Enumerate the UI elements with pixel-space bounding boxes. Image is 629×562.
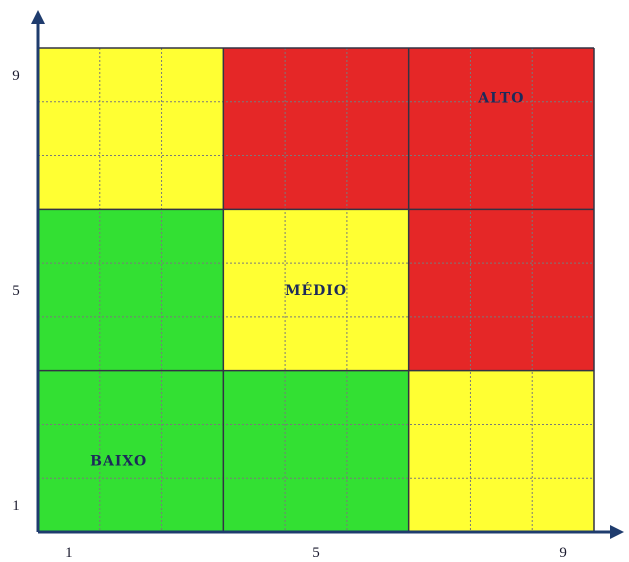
- major-gridlines: [37, 47, 595, 533]
- y-axis-arrow-icon: [31, 10, 45, 24]
- risk-block-low: [38, 209, 224, 371]
- risk-block-medium: [38, 48, 224, 210]
- minor-gridlines: [38, 48, 594, 532]
- risk-blocks: [38, 48, 594, 532]
- x-tick-label: 9: [559, 545, 567, 561]
- zone-label-baixo: BAIXO: [90, 453, 147, 469]
- risk-block-high: [408, 48, 594, 210]
- zone-labels: BAIXO MÉDIO ALTO: [90, 91, 524, 470]
- y-tick-label: 1: [12, 498, 20, 514]
- y-tick-label: 5: [12, 283, 20, 299]
- zone-label-médio: MÉDIO: [285, 281, 347, 299]
- risk-block-low: [223, 370, 409, 532]
- y-tick-label: 9: [12, 68, 20, 84]
- risk-block-medium: [223, 209, 409, 371]
- x-tick-label: 5: [312, 545, 320, 561]
- x-tick-label: 1: [65, 545, 73, 561]
- risk-block-low: [38, 370, 224, 532]
- axes: [31, 10, 624, 539]
- x-axis-arrow-icon: [610, 525, 624, 539]
- risk-block-medium: [408, 370, 594, 532]
- risk-block-high: [223, 48, 409, 210]
- zone-label-alto: ALTO: [477, 91, 524, 107]
- risk-block-high: [408, 209, 594, 371]
- tick-labels: 1 5 9 1 5 9: [12, 68, 567, 561]
